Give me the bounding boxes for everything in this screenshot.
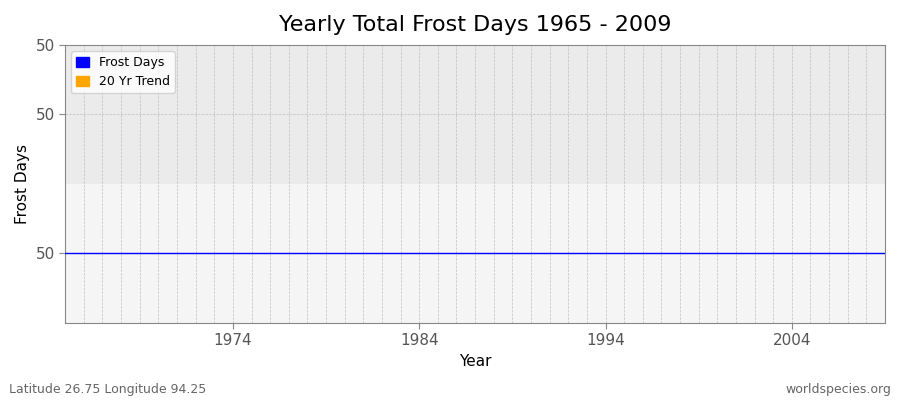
Bar <box>65 184 885 323</box>
Text: worldspecies.org: worldspecies.org <box>785 383 891 396</box>
Text: Latitude 26.75 Longitude 94.25: Latitude 26.75 Longitude 94.25 <box>9 383 206 396</box>
Y-axis label: Frost Days: Frost Days <box>15 144 30 224</box>
Title: Yearly Total Frost Days 1965 - 2009: Yearly Total Frost Days 1965 - 2009 <box>279 15 671 35</box>
Legend: Frost Days, 20 Yr Trend: Frost Days, 20 Yr Trend <box>71 51 175 93</box>
X-axis label: Year: Year <box>459 354 491 369</box>
